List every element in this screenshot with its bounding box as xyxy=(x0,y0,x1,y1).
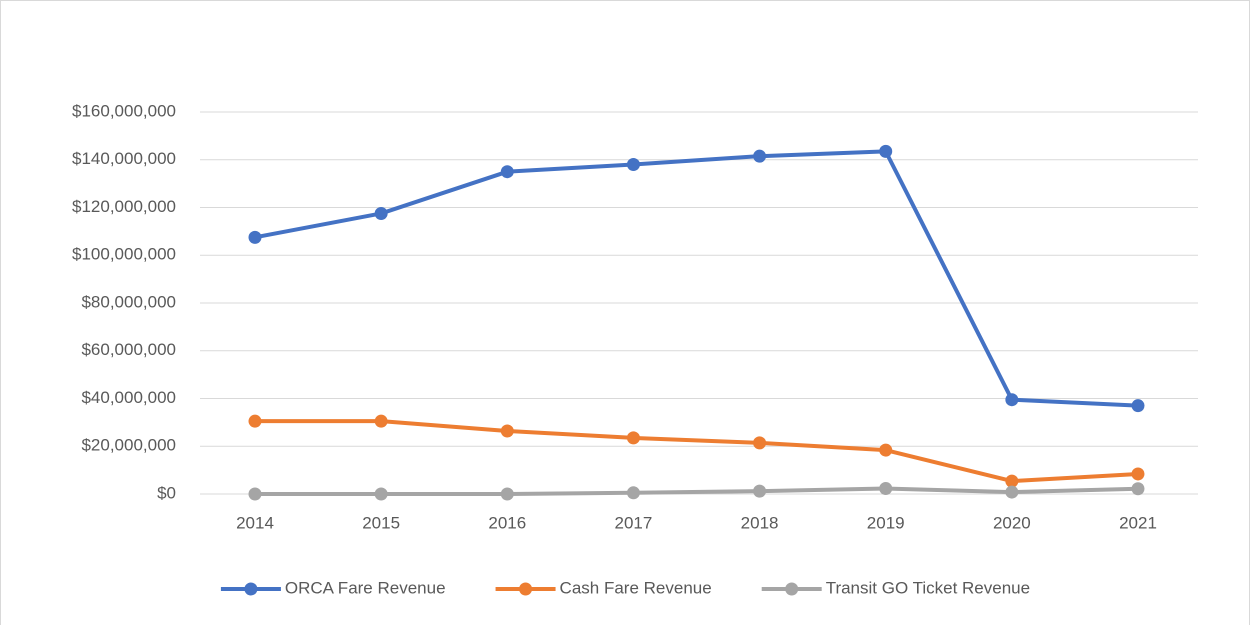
legend-label: Transit GO Ticket Revenue xyxy=(826,578,1030,597)
legend-marker xyxy=(244,582,258,596)
y-tick-label: $60,000,000 xyxy=(81,340,176,359)
data-point xyxy=(500,487,514,501)
y-tick-label: $100,000,000 xyxy=(72,245,176,264)
data-point xyxy=(879,443,893,457)
data-point xyxy=(248,487,262,501)
data-point xyxy=(753,436,767,450)
legend-label: Cash Fare Revenue xyxy=(560,578,712,597)
data-point xyxy=(626,158,640,172)
series-line xyxy=(255,486,1139,496)
y-tick-label: $0 xyxy=(157,483,176,502)
x-tick-label: 2019 xyxy=(867,513,905,532)
y-tick-label: $80,000,000 xyxy=(81,292,176,311)
legend-label: ORCA Fare Revenue xyxy=(285,578,446,597)
data-point xyxy=(879,482,893,496)
x-tick-label: 2014 xyxy=(236,513,274,532)
data-point xyxy=(500,165,514,179)
data-point xyxy=(626,486,640,500)
data-point xyxy=(1005,393,1019,407)
data-point xyxy=(500,424,514,438)
x-tick-label: 2017 xyxy=(615,513,653,532)
data-point xyxy=(626,431,640,445)
data-point xyxy=(1005,474,1019,488)
x-tick-label: 2015 xyxy=(362,513,400,532)
data-point xyxy=(1131,399,1145,413)
data-point xyxy=(374,414,388,428)
data-point xyxy=(1005,485,1019,499)
y-tick-label: $120,000,000 xyxy=(72,197,176,216)
y-tick-label: $160,000,000 xyxy=(72,101,176,120)
data-point xyxy=(753,149,767,163)
y-tick-label: $40,000,000 xyxy=(81,388,176,407)
legend-marker xyxy=(785,582,799,596)
legend-marker xyxy=(519,582,533,596)
x-tick-label: 2021 xyxy=(1119,513,1157,532)
x-tick-label: 2016 xyxy=(488,513,526,532)
data-point xyxy=(879,144,893,158)
y-tick-label: $140,000,000 xyxy=(72,149,176,168)
x-tick-label: 2018 xyxy=(741,513,779,532)
x-tick-label: 2020 xyxy=(993,513,1031,532)
data-point xyxy=(248,414,262,428)
series-line xyxy=(255,419,1139,484)
data-point xyxy=(374,487,388,501)
data-point xyxy=(1131,482,1145,496)
data-point xyxy=(248,230,262,244)
series-line xyxy=(254,149,1139,408)
data-point xyxy=(1131,467,1145,481)
data-point xyxy=(374,206,388,220)
data-point xyxy=(753,484,767,498)
y-tick-label: $20,000,000 xyxy=(81,436,176,455)
